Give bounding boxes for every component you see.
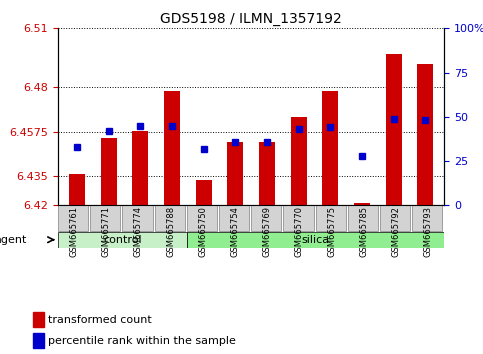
FancyBboxPatch shape bbox=[187, 232, 444, 248]
FancyBboxPatch shape bbox=[58, 232, 187, 248]
Text: GSM665792: GSM665792 bbox=[392, 206, 400, 257]
FancyBboxPatch shape bbox=[90, 205, 120, 231]
Text: silica: silica bbox=[301, 235, 329, 245]
FancyBboxPatch shape bbox=[412, 205, 442, 231]
Text: GSM665788: GSM665788 bbox=[166, 206, 175, 257]
Text: GSM665750: GSM665750 bbox=[199, 206, 207, 257]
Text: transformed count: transformed count bbox=[48, 315, 152, 325]
FancyBboxPatch shape bbox=[155, 205, 185, 231]
Bar bbox=[259, 142, 275, 205]
FancyBboxPatch shape bbox=[380, 205, 410, 231]
FancyBboxPatch shape bbox=[187, 205, 217, 231]
Text: control: control bbox=[103, 235, 142, 245]
FancyBboxPatch shape bbox=[284, 205, 313, 231]
Bar bbox=[196, 180, 212, 205]
FancyBboxPatch shape bbox=[58, 205, 88, 231]
Text: GSM665769: GSM665769 bbox=[263, 206, 272, 257]
FancyBboxPatch shape bbox=[348, 205, 378, 231]
Bar bbox=[227, 142, 243, 205]
Bar bbox=[386, 54, 401, 205]
Bar bbox=[354, 203, 370, 205]
Bar bbox=[323, 91, 338, 205]
FancyBboxPatch shape bbox=[219, 205, 249, 231]
FancyBboxPatch shape bbox=[122, 205, 153, 231]
Text: percentile rank within the sample: percentile rank within the sample bbox=[48, 336, 236, 346]
Text: GSM665770: GSM665770 bbox=[295, 206, 304, 257]
Bar bbox=[417, 64, 433, 205]
Text: GSM665774: GSM665774 bbox=[134, 206, 143, 257]
Bar bbox=[164, 91, 180, 205]
Text: GSM665754: GSM665754 bbox=[230, 206, 240, 257]
Bar bbox=[132, 131, 148, 205]
Bar bbox=[69, 174, 85, 205]
Text: GSM665793: GSM665793 bbox=[424, 206, 433, 257]
Title: GDS5198 / ILMN_1357192: GDS5198 / ILMN_1357192 bbox=[160, 12, 342, 26]
Bar bbox=[33, 312, 44, 327]
Text: GSM665775: GSM665775 bbox=[327, 206, 336, 257]
Text: GSM665785: GSM665785 bbox=[359, 206, 369, 257]
Text: agent: agent bbox=[0, 235, 27, 245]
Text: GSM665771: GSM665771 bbox=[102, 206, 111, 257]
Bar bbox=[291, 117, 307, 205]
Bar bbox=[101, 138, 116, 205]
Text: GSM665761: GSM665761 bbox=[70, 206, 79, 257]
FancyBboxPatch shape bbox=[315, 205, 346, 231]
FancyBboxPatch shape bbox=[251, 205, 282, 231]
Bar bbox=[33, 333, 44, 348]
